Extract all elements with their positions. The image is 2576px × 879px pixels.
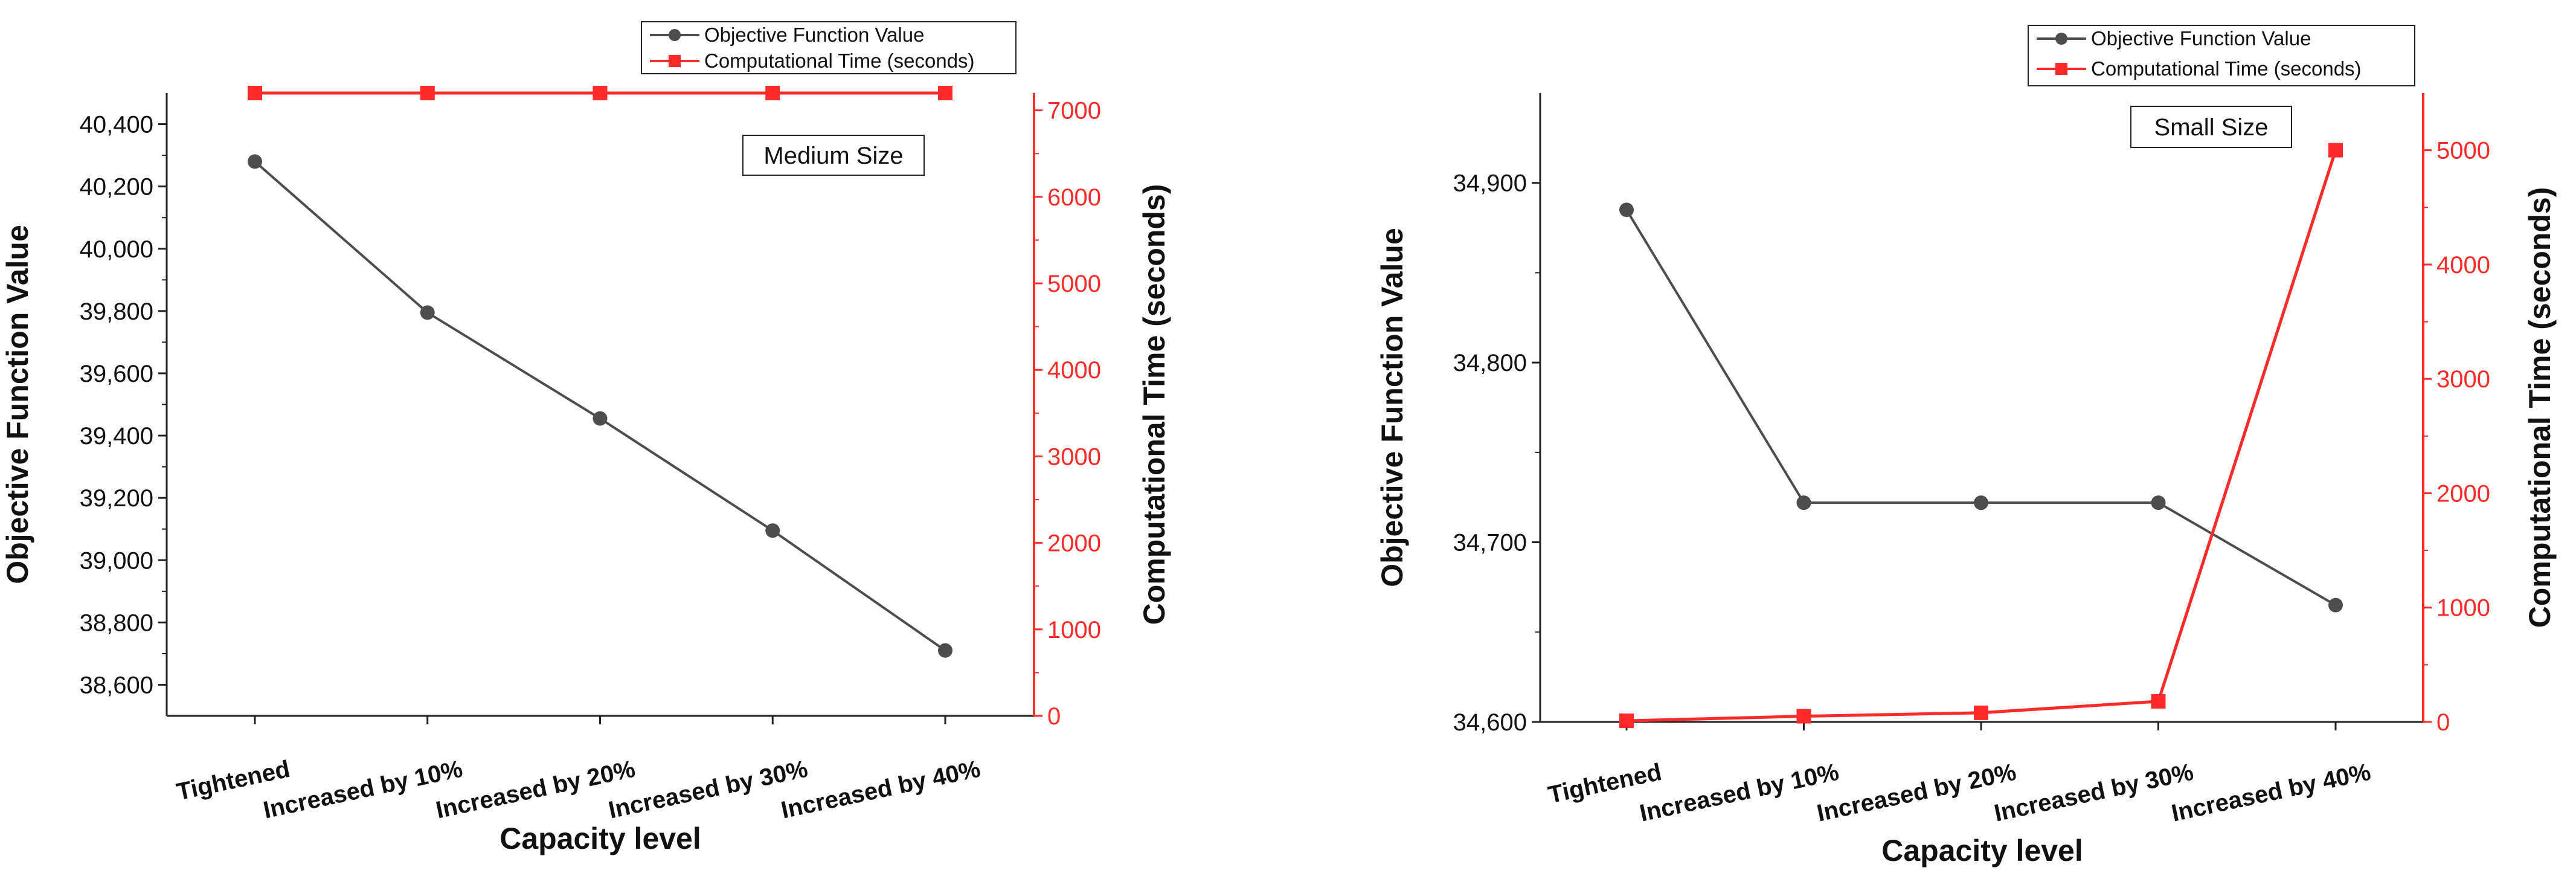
- x-category-label: Increased by 10%: [261, 756, 465, 824]
- x-category-label: Increased by 40%: [2169, 759, 2373, 827]
- x-category-label: Increased by 20%: [434, 756, 638, 824]
- legend-marker-circle: [2055, 33, 2067, 45]
- y-tick-label: 34,600: [1453, 709, 1527, 736]
- legend-label: Computational Time (seconds): [704, 50, 975, 72]
- y-tick-label: 39,000: [80, 547, 153, 574]
- y-tick-label: 39,400: [80, 423, 153, 449]
- point-objective-value: [2151, 495, 2166, 510]
- y-axis-title: Objective Function Value: [1, 225, 34, 584]
- legend: Objective Function Value Computational Ti…: [641, 21, 1017, 74]
- point-computational-time: [2328, 143, 2343, 158]
- y-tick-label: 34,800: [1453, 350, 1527, 376]
- legend-box: [2028, 25, 2415, 86]
- point-objective-value: [2328, 597, 2343, 613]
- y2-axis-title: Computational Time (seconds): [1137, 184, 1171, 625]
- chart-panel-right: 34,600 34,700 34,800 34,900 0 1000 2000 3000 400…: [1375, 25, 2557, 868]
- x-axis-title: Capacity level: [499, 822, 701, 855]
- y2-tick-label: 2000: [1047, 530, 1101, 557]
- legend-label: Computational Time (seconds): [2091, 57, 2362, 80]
- y-tick-label: 38,800: [80, 610, 153, 636]
- y2-axis-title: Computational Time (seconds): [2523, 187, 2557, 628]
- y2-tick-label: 4000: [1047, 357, 1101, 384]
- size-annotation-label: Medium Size: [763, 143, 903, 169]
- size-annotation-box: [2130, 106, 2292, 148]
- x-category-label: Increased by 10%: [1637, 759, 1842, 827]
- point-computational-time: [938, 86, 952, 100]
- point-computational-time: [2151, 694, 2166, 709]
- legend-marker-circle: [669, 29, 681, 41]
- y2-tick-label: 7000: [1047, 98, 1101, 124]
- legend-box: [641, 21, 1017, 74]
- series-line-computational-time: [1626, 149, 2337, 723]
- point-objective-value: [1619, 202, 1634, 217]
- point-objective-value: [593, 411, 608, 426]
- series-line-objective-value: [1625, 209, 2337, 607]
- x-axis-title: Capacity level: [1881, 834, 2083, 868]
- x-category-label: Increased by 20%: [1814, 759, 2019, 827]
- y-tick-label: 40,400: [80, 112, 153, 138]
- point-objective-value: [1796, 495, 1811, 510]
- x-category-label: Increased by 30%: [1992, 759, 2196, 827]
- y-tick-label: 39,200: [80, 485, 153, 512]
- y-tick-label: 39,800: [80, 298, 153, 325]
- point-objective-value: [1974, 495, 1988, 510]
- y2-tick-label: 1000: [1047, 617, 1101, 643]
- point-computational-time: [1974, 705, 1988, 720]
- y2-tick-label: 3000: [1047, 443, 1101, 470]
- point-objective-value: [420, 305, 435, 320]
- point-computational-time: [593, 86, 608, 100]
- y2-tick-label: 6000: [1047, 184, 1101, 211]
- y-tick-label: 39,600: [80, 361, 153, 387]
- y-tick-label: 38,600: [80, 672, 153, 698]
- point-objective-value: [938, 643, 952, 658]
- size-annotation-box: [742, 135, 925, 176]
- point-objective-value: [765, 523, 780, 538]
- point-computational-time: [1619, 713, 1634, 729]
- x-category-label: Increased by 40%: [779, 756, 983, 824]
- series-line-objective-value: [254, 160, 946, 652]
- point-objective-value: [248, 154, 262, 169]
- y-axis-title: Objective Function Value: [1375, 228, 1409, 587]
- legend-label: Objective Function Value: [704, 24, 924, 46]
- y2-tick-label: 4000: [2436, 252, 2490, 279]
- x-category-label: Increased by 30%: [606, 756, 811, 824]
- y-tick-label: 40,000: [80, 236, 153, 263]
- y2-tick-label: 1000: [2436, 595, 2490, 622]
- legend-label: Objective Function Value: [2091, 27, 2311, 50]
- y2-tick-label: 0: [2436, 709, 2450, 736]
- legend-marker-square: [669, 55, 681, 67]
- legend: Objective Function Value Computational Ti…: [2028, 25, 2415, 86]
- point-computational-time: [1796, 709, 1811, 724]
- size-annotation-label: Small Size: [2154, 114, 2269, 141]
- y2-tick-label: 0: [1047, 703, 1061, 730]
- y2-tick-label: 5000: [1047, 271, 1101, 297]
- y2-tick-label: 5000: [2436, 138, 2490, 164]
- y2-tick-label: 3000: [2436, 366, 2490, 393]
- point-computational-time: [765, 86, 780, 100]
- legend-marker-square: [2055, 63, 2067, 75]
- y-tick-label: 34,700: [1453, 530, 1527, 556]
- y-tick-label: 34,900: [1453, 170, 1527, 197]
- y2-tick-label: 2000: [2436, 480, 2490, 507]
- y-tick-label: 40,200: [80, 174, 153, 201]
- point-computational-time: [248, 86, 262, 100]
- point-computational-time: [420, 86, 435, 100]
- chart-panel-left: 38,600 38,800 39,000 39,200 39,400 39,600 39,8…: [1, 21, 1171, 855]
